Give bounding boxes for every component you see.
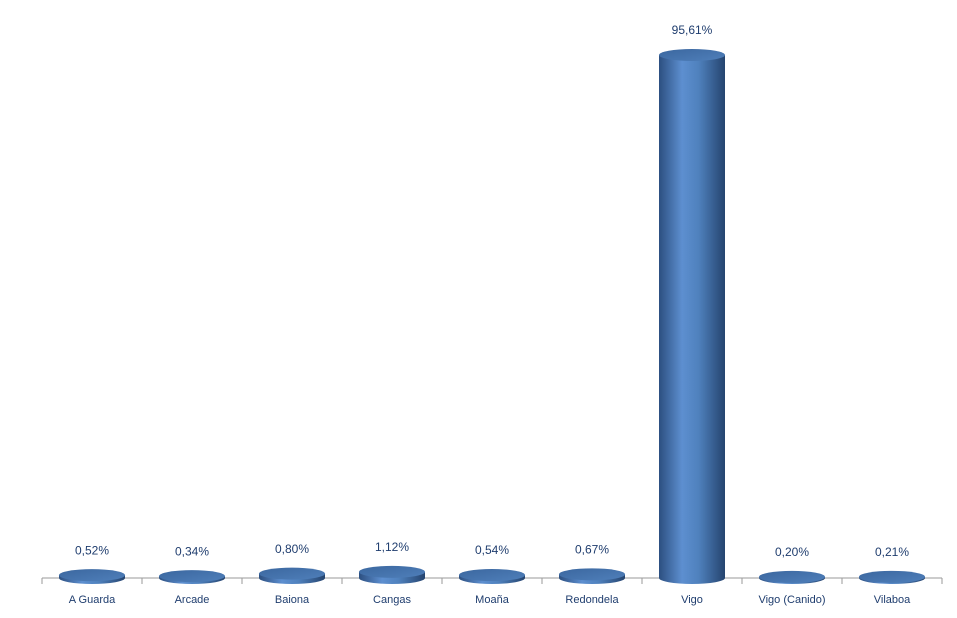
x-tick-label: Redondela <box>565 594 619 606</box>
bar-cap <box>159 570 225 583</box>
value-label: 1,12% <box>375 540 409 554</box>
x-tick-label: Vilaboa <box>874 594 911 606</box>
x-tick-label: A Guarda <box>69 594 116 606</box>
x-tick-label: Cangas <box>373 594 411 606</box>
value-label: 95,61% <box>672 23 713 37</box>
bar-cap <box>359 565 425 578</box>
bar-cap <box>559 568 625 581</box>
value-label: 0,20% <box>775 545 809 559</box>
value-label: 0,54% <box>475 543 509 557</box>
x-tick-label: Moaña <box>475 594 510 606</box>
x-tick-label: Baiona <box>275 594 310 606</box>
bar-cap <box>859 570 925 583</box>
value-label: 0,67% <box>575 543 609 557</box>
value-label: 0,34% <box>175 544 209 558</box>
bar-cap <box>459 569 525 582</box>
x-tick-label: Arcade <box>175 594 210 606</box>
bar-cap <box>59 569 125 582</box>
x-tick-label: Vigo <box>681 594 703 606</box>
value-label: 0,80% <box>275 542 309 556</box>
value-label: 0,21% <box>875 545 909 559</box>
bar <box>659 55 725 584</box>
x-tick-label: Vigo (Canido) <box>758 594 825 606</box>
bar-cap <box>259 567 325 580</box>
bar-cap <box>759 570 825 583</box>
value-label: 0,52% <box>75 543 109 557</box>
bar-cap <box>659 49 725 62</box>
